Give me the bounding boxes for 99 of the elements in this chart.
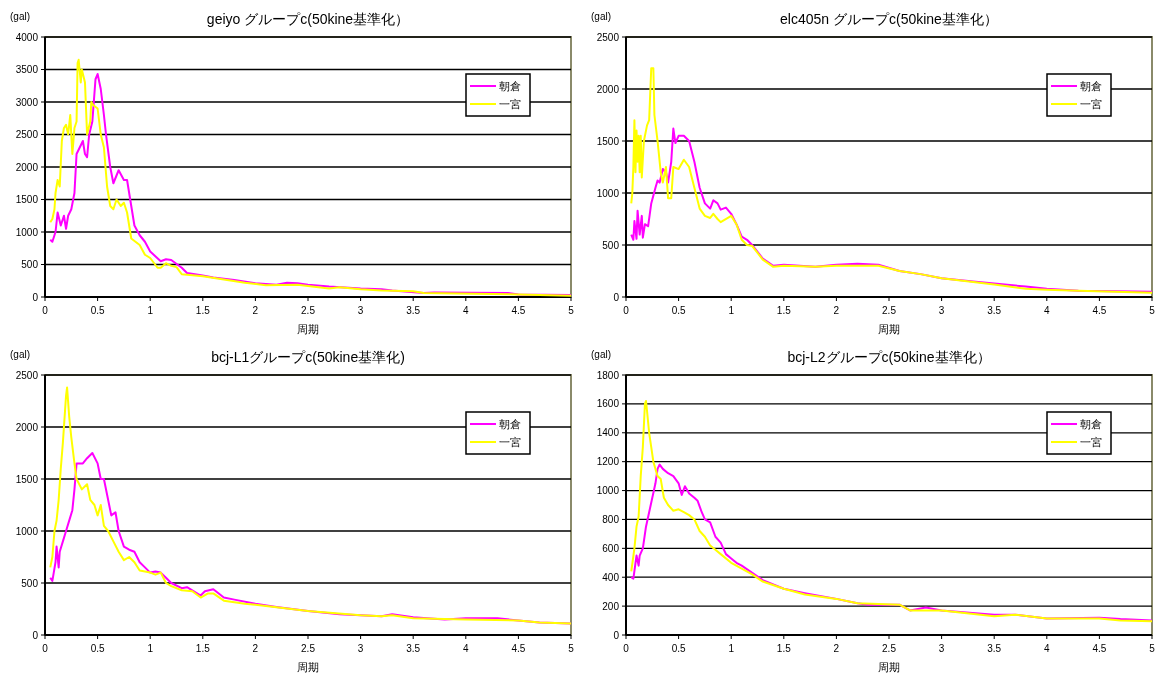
x-tick-label: 2 [833, 305, 840, 316]
x-tick-label: 0.5 [671, 643, 686, 654]
y-tick-label: 500 [21, 577, 39, 589]
x-tick-label: 5 [1149, 643, 1156, 654]
x-tick-label: 1 [728, 305, 735, 316]
y-tick-label: 2000 [596, 83, 620, 95]
x-axis-title: 周期 [878, 323, 900, 335]
x-tick-label: 4.5 [1092, 643, 1107, 654]
x-tick-label: 1 [147, 305, 154, 316]
x-tick-label: 2 [833, 643, 840, 654]
line-series [630, 127, 1153, 293]
legend-label: 一宮 [1080, 435, 1102, 448]
x-tick-label: 3 [938, 305, 945, 316]
y-tick-label: 1000 [15, 525, 39, 537]
y-tick-label: 2000 [15, 421, 39, 433]
line-series [630, 400, 1153, 623]
y-tick-label: 1000 [596, 485, 620, 497]
y-tick-label: 200 [602, 600, 620, 612]
x-tick-label: 0 [42, 305, 49, 316]
x-axis-title: 周期 [878, 661, 900, 673]
x-tick-label: 1 [728, 643, 735, 654]
y-tick-label: 1000 [596, 187, 620, 199]
x-tick-label: 1.5 [195, 305, 211, 316]
x-axis-title: 周期 [297, 661, 319, 673]
y-tick-label: 0 [613, 629, 620, 641]
x-tick-label: 3.5 [987, 643, 1002, 654]
x-tick-label: 2.5 [882, 643, 897, 654]
x-tick-label: 2 [252, 305, 259, 316]
legend-label: 朝倉 [1080, 79, 1102, 92]
y-tick-label: 2000 [15, 161, 39, 173]
chart-title: bcj-L1グループc(50kine基準化) [211, 349, 405, 365]
x-axis-title: 周期 [297, 323, 319, 335]
y-tick-label: 1500 [596, 135, 620, 147]
x-tick-label: 5 [568, 643, 575, 654]
y-tick-label: 4000 [15, 31, 39, 43]
x-tick-label: 0 [623, 305, 630, 316]
line-series [49, 386, 572, 625]
x-tick-label: 2.5 [301, 305, 316, 316]
legend-label: 朝倉 [499, 79, 521, 92]
chart-title: geiyo グループc(50kine基準化） [206, 11, 410, 27]
x-tick-label: 2 [252, 643, 259, 654]
y-tick-label: 0 [32, 629, 39, 641]
x-tick-label: 1.5 [195, 643, 211, 654]
x-tick-label: 3 [938, 643, 945, 654]
legend-label: 一宮 [499, 97, 521, 110]
x-tick-label: 0.5 [671, 305, 686, 316]
y-tick-label: 600 [602, 542, 620, 554]
x-tick-label: 3 [357, 643, 364, 654]
x-tick-label: 3.5 [406, 643, 421, 654]
legend-label: 一宮 [1080, 97, 1102, 110]
x-tick-label: 0 [623, 643, 630, 654]
line-series [630, 67, 1153, 294]
x-tick-label: 4.5 [511, 305, 526, 316]
x-tick-label: 1.5 [776, 643, 792, 654]
chart-title: bcj-L2グループc(50kine基準化） [787, 349, 991, 365]
x-tick-label: 3.5 [406, 305, 421, 316]
y-axis-title: (gal) [10, 11, 31, 22]
x-tick-label: 5 [1149, 305, 1156, 316]
x-tick-label: 4.5 [511, 643, 526, 654]
y-tick-label: 2500 [596, 31, 620, 43]
y-tick-label: 0 [613, 291, 620, 303]
x-tick-label: 0.5 [90, 305, 105, 316]
y-axis-title: (gal) [591, 11, 612, 22]
y-tick-label: 1500 [15, 194, 39, 205]
x-tick-label: 1.5 [776, 305, 792, 316]
y-tick-label: 500 [21, 259, 39, 270]
y-tick-label: 2500 [15, 369, 39, 381]
x-tick-label: 5 [568, 305, 575, 316]
x-tick-label: 2.5 [301, 643, 316, 654]
x-tick-label: 4.5 [1092, 305, 1107, 316]
y-tick-label: 1800 [596, 369, 620, 381]
x-tick-label: 0.5 [90, 643, 105, 654]
legend-label: 朝倉 [1080, 417, 1102, 430]
x-tick-label: 4 [1044, 305, 1051, 316]
y-tick-label: 2500 [15, 129, 39, 140]
y-axis-title: (gal) [591, 349, 612, 360]
x-tick-label: 3 [357, 305, 364, 316]
y-tick-label: 800 [602, 513, 620, 525]
y-tick-label: 500 [602, 239, 620, 251]
x-tick-label: 4 [463, 305, 470, 316]
x-tick-label: 1 [147, 643, 154, 654]
chart-title: elc405n グループc(50kine基準化） [780, 11, 998, 27]
y-axis-title: (gal) [10, 349, 31, 360]
legend-label: 一宮 [499, 435, 521, 448]
x-tick-label: 4 [1044, 643, 1051, 654]
y-tick-label: 0 [32, 291, 39, 303]
x-tick-label: 4 [463, 643, 470, 654]
legend-label: 朝倉 [499, 417, 521, 430]
y-tick-label: 1400 [596, 427, 620, 439]
y-tick-label: 3500 [15, 64, 39, 75]
y-tick-label: 1600 [596, 398, 620, 410]
y-tick-label: 400 [602, 571, 620, 583]
y-tick-label: 1200 [596, 456, 620, 468]
y-tick-label: 3000 [15, 96, 39, 108]
x-tick-label: 2.5 [882, 305, 897, 316]
y-tick-label: 1500 [15, 473, 39, 485]
x-tick-label: 3.5 [987, 305, 1002, 316]
x-tick-label: 0 [42, 643, 49, 654]
y-tick-label: 1000 [15, 226, 39, 238]
